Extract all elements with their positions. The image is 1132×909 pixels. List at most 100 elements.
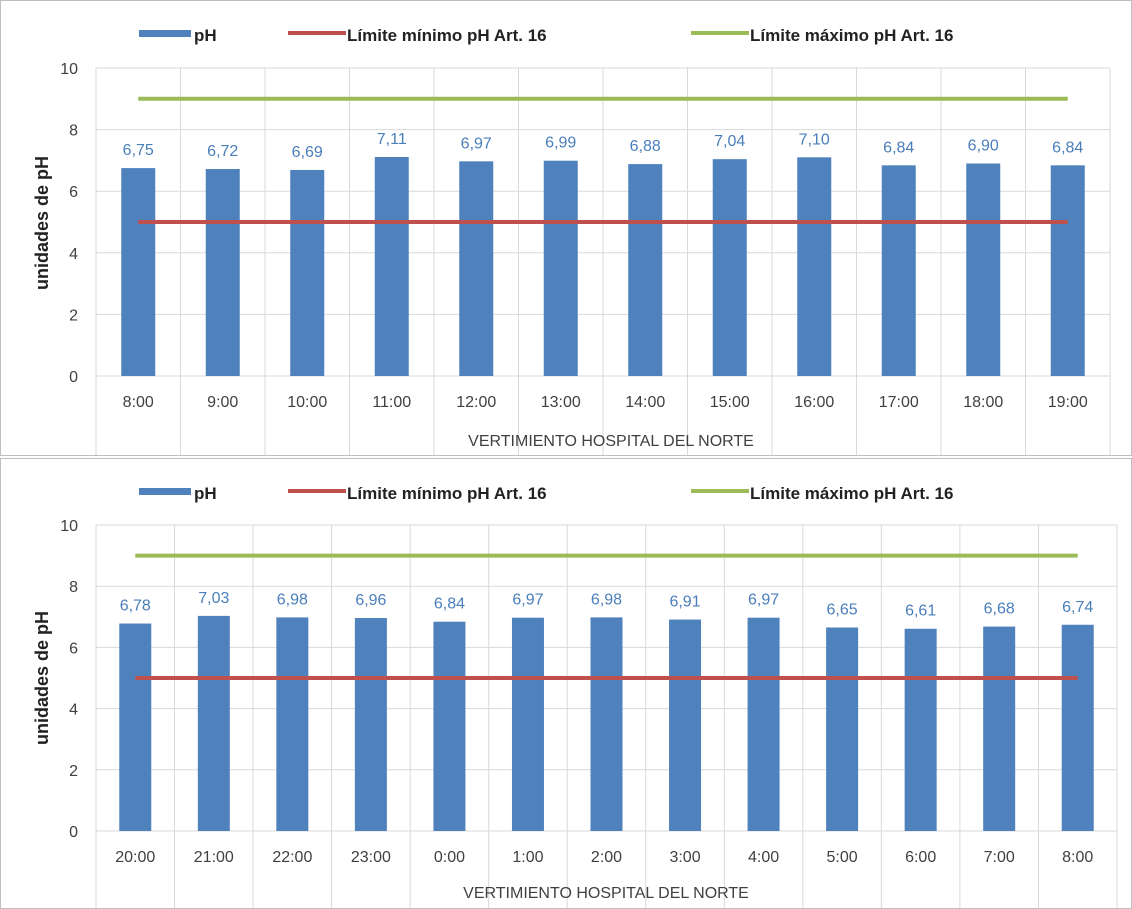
bar-ph — [797, 157, 832, 376]
data-label: 7,10 — [799, 131, 830, 148]
gridlines — [95, 67, 1111, 455]
y-tick-label: 8 — [69, 579, 78, 596]
bar-ph — [459, 161, 494, 376]
x-tick-label: 11:00 — [372, 394, 411, 411]
y-tick-label: 2 — [69, 307, 78, 324]
ph-chart-night: pH Límite mínimo pH Art. 16 Límite máxim… — [32, 484, 1118, 908]
data-label: 6,61 — [905, 603, 936, 620]
bar-ph — [826, 627, 859, 831]
x-tick-labels: 8:00 9:00 10:00 11:00 12:00 13:00 14:00 15:00 16… — [123, 394, 1088, 411]
x-tick-label: 20:00 — [115, 849, 155, 866]
data-label: 6,97 — [748, 592, 779, 609]
data-label: 7,03 — [198, 590, 229, 607]
x-tick-label: 15:00 — [710, 394, 750, 411]
data-label: 6,96 — [355, 592, 386, 609]
y-tick-label: 2 — [69, 763, 78, 780]
bar-ph — [205, 169, 240, 376]
x-tick-label: 17:00 — [879, 394, 919, 411]
x-tick-label: 5:00 — [827, 849, 858, 866]
legend-swatch-ph — [139, 30, 191, 37]
x-tick-label: 12:00 — [456, 394, 496, 411]
bar-ph — [881, 165, 916, 376]
bar-ph — [543, 160, 578, 376]
bar-ph — [374, 157, 409, 376]
data-label: 6,91 — [669, 594, 700, 611]
bar-ph — [1050, 165, 1085, 376]
bar-ph — [121, 168, 156, 376]
y-tick-label: 6 — [69, 184, 78, 201]
y-tick-label: 4 — [69, 702, 78, 719]
data-label: 6,69 — [292, 144, 323, 161]
legend-swatch-ph — [139, 488, 191, 495]
data-label: 6,72 — [207, 143, 238, 160]
bar-ph — [747, 617, 780, 831]
x-tick-label: 1:00 — [512, 849, 543, 866]
data-labels: 6,75 6,72 6,69 7,11 6,97 6,99 6,88 7,04 7,10 6,84… — [123, 131, 1084, 161]
data-labels: 6,78 7,03 6,98 6,96 6,84 6,97 6,98 6,91 6,97 6,65… — [120, 590, 1094, 620]
bar-ph — [197, 615, 230, 831]
data-label: 6,68 — [984, 601, 1015, 618]
data-label: 6,74 — [1062, 599, 1093, 616]
limit-lines — [135, 553, 1078, 680]
bar-ph — [1061, 624, 1094, 831]
legend-label-max: Límite máximo pH Art. 16 — [750, 26, 953, 45]
bar-ph — [904, 628, 937, 831]
ph-chart-day: pH Límite mínimo pH Art. 16 Límite máxim… — [32, 26, 1111, 455]
y-tick-label: 4 — [69, 246, 78, 263]
data-label: 7,04 — [714, 133, 745, 150]
y-tick-label: 8 — [69, 123, 78, 140]
bar-ph — [290, 169, 325, 376]
x-tick-label: 8:00 — [1062, 849, 1093, 866]
x-tick-label: 21:00 — [194, 849, 234, 866]
bar-ph — [119, 623, 152, 831]
legend-label-ph: pH — [194, 484, 217, 503]
bar-ph — [712, 159, 747, 376]
x-tick-label: 8:00 — [123, 394, 154, 411]
x-tick-label: 9:00 — [207, 394, 238, 411]
y-tick-labels: 0 2 4 6 8 10 — [60, 61, 78, 386]
y-tick-labels: 0 2 4 6 8 10 — [60, 518, 78, 841]
x-tick-label: 3:00 — [669, 849, 700, 866]
data-label: 6,65 — [827, 602, 858, 619]
x-tick-label: 23:00 — [351, 849, 391, 866]
y-axis-label: unidades de pH — [32, 156, 52, 290]
y-tick-label: 0 — [69, 824, 78, 841]
bar-ph — [590, 617, 623, 831]
x-tick-label: 7:00 — [984, 849, 1015, 866]
chart-panel-night: pH Límite mínimo pH Art. 16 Límite máxim… — [0, 458, 1132, 909]
bar-ph — [669, 619, 702, 831]
limit-lines — [138, 96, 1068, 224]
bar-ph — [511, 617, 544, 831]
y-tick-label: 10 — [60, 61, 78, 78]
x-tick-label: 14:00 — [625, 394, 665, 411]
legend-label-ph: pH — [194, 26, 217, 45]
bar-ph — [966, 163, 1001, 376]
x-tick-label: 10:00 — [287, 394, 327, 411]
bar-ph — [628, 164, 663, 376]
x-tick-label: 6:00 — [905, 849, 936, 866]
legend: pH Límite mínimo pH Art. 16 Límite máxim… — [139, 484, 953, 503]
x-tick-label: 19:00 — [1048, 394, 1088, 411]
bars — [119, 615, 1094, 831]
data-label: 6,84 — [434, 596, 465, 613]
data-label: 6,84 — [883, 139, 914, 156]
x-tick-label: 0:00 — [434, 849, 465, 866]
data-label: 6,98 — [591, 591, 622, 608]
data-label: 6,90 — [968, 137, 999, 154]
bar-ph — [433, 621, 466, 831]
x-axis-label: VERTIMIENTO HOSPITAL DEL NORTE — [468, 433, 754, 450]
bar-ph — [354, 618, 387, 831]
legend-label-min: Límite mínimo pH Art. 16 — [347, 484, 547, 503]
x-tick-label: 18:00 — [963, 394, 1003, 411]
y-tick-label: 10 — [60, 518, 78, 535]
data-label: 6,75 — [123, 142, 154, 159]
bar-ph — [983, 626, 1016, 831]
data-label: 7,11 — [377, 131, 407, 148]
legend-label-max: Límite máximo pH Art. 16 — [750, 484, 953, 503]
data-label: 6,97 — [512, 592, 543, 609]
x-tick-label: 4:00 — [748, 849, 779, 866]
x-tick-label: 16:00 — [794, 394, 834, 411]
y-tick-label: 0 — [69, 369, 78, 386]
data-label: 6,78 — [120, 598, 151, 615]
x-tick-label: 22:00 — [272, 849, 312, 866]
